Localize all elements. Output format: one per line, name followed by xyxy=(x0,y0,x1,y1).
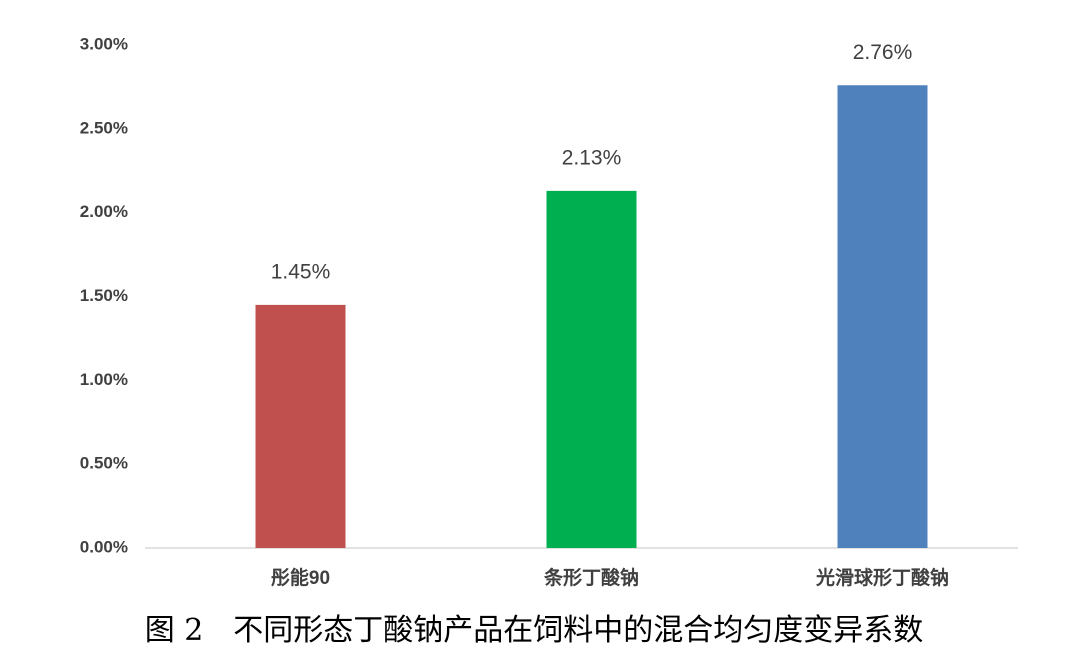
y-tick-label: 2.50% xyxy=(80,118,128,137)
value-label: 1.45% xyxy=(271,260,331,283)
bar xyxy=(255,304,346,548)
bar xyxy=(837,85,928,549)
y-tick-label: 0.00% xyxy=(80,537,128,556)
y-tick-label: 2.00% xyxy=(80,202,128,221)
x-tick-label: 彤能90 xyxy=(271,566,330,589)
value-label: 2.76% xyxy=(853,41,913,64)
y-tick-label: 1.50% xyxy=(80,286,128,305)
x-tick-label: 光滑球形丁酸钠 xyxy=(815,566,949,589)
bar xyxy=(546,190,637,548)
y-tick-label: 3.00% xyxy=(80,34,128,53)
y-tick-label: 1.00% xyxy=(80,370,128,389)
y-tick-label: 0.50% xyxy=(80,454,128,473)
x-tick-label: 条形丁酸钠 xyxy=(544,566,639,589)
value-label: 2.13% xyxy=(562,146,622,169)
chart-caption: 图 2 不同形态丁酸钠产品在饲料中的混合均匀度变异系数 xyxy=(145,613,924,648)
